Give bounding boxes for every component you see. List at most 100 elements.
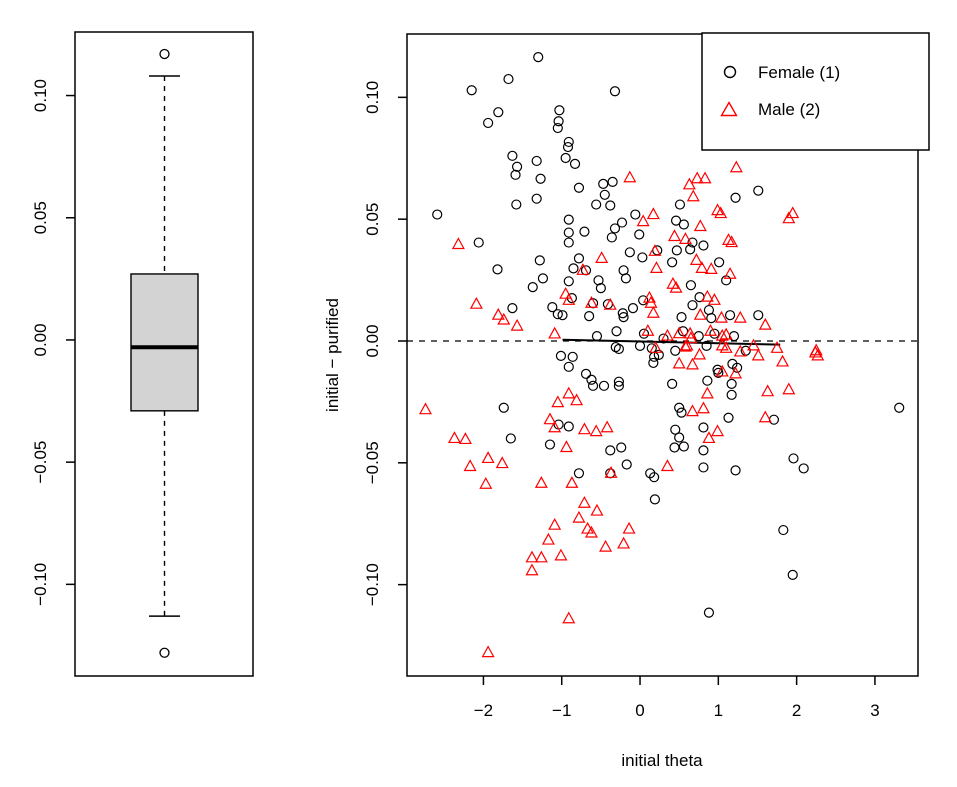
female-point (535, 173, 546, 184)
female-point (687, 300, 698, 311)
male-point (491, 307, 505, 320)
female-point (788, 453, 799, 464)
male-point (644, 295, 658, 308)
male-point (418, 402, 432, 415)
male-point (469, 296, 483, 309)
y-axis-title: initial − purified (323, 298, 342, 412)
male-point (646, 207, 660, 220)
male-point (776, 354, 790, 367)
male-point (495, 456, 509, 469)
y-tick-label: −0.05 (31, 441, 50, 484)
female-point (658, 333, 669, 344)
female-point (609, 223, 621, 234)
male-point (758, 317, 772, 330)
female-point (563, 136, 574, 148)
male-point (559, 440, 573, 453)
male-point (559, 286, 573, 299)
female-point (606, 232, 617, 243)
female-point (726, 378, 737, 389)
female-point (510, 169, 521, 180)
female-point (634, 340, 646, 351)
female-point (573, 468, 585, 479)
scatter-border (406, 33, 919, 677)
male-point (599, 539, 613, 552)
female-point (511, 199, 522, 210)
male-point (698, 171, 712, 184)
female-point (670, 345, 681, 356)
male-point (811, 348, 825, 361)
female-point (634, 229, 645, 240)
male-point (808, 345, 822, 358)
male-point (714, 206, 728, 219)
male-point (672, 326, 686, 339)
female-point (627, 302, 639, 314)
male-point (577, 422, 591, 435)
female-point (730, 465, 741, 476)
legend-label-male: Male (2) (758, 100, 820, 119)
x-axis-title: initial theta (621, 751, 703, 770)
male-point (700, 386, 714, 399)
female-point (721, 275, 732, 286)
male-point (782, 211, 796, 224)
female-point (637, 252, 648, 263)
male-point (667, 229, 681, 242)
female-point (703, 607, 715, 618)
outlier-point (159, 48, 170, 60)
female-point (630, 209, 641, 220)
female-point (557, 310, 568, 321)
female-point (706, 312, 717, 324)
female-point (507, 302, 518, 314)
female-point (473, 237, 484, 248)
male-point (714, 310, 728, 323)
female-point (534, 255, 545, 266)
female-point (586, 374, 597, 385)
male-point (589, 424, 603, 437)
male-point (729, 160, 743, 173)
female-point (607, 176, 618, 187)
male-point (534, 476, 548, 488)
male-point (617, 536, 631, 549)
male-point (525, 550, 539, 563)
female-point (573, 182, 585, 193)
female-point (674, 199, 686, 210)
female-point (507, 150, 518, 161)
female-point (610, 341, 621, 353)
female-point (753, 310, 764, 321)
outlier-point (159, 647, 170, 658)
male-point (704, 262, 718, 274)
female-point (709, 328, 720, 339)
female-point (613, 343, 624, 355)
legend-box (701, 32, 930, 151)
female-point (638, 328, 650, 339)
legend: Female (1) Male (2) (701, 32, 930, 151)
female-point (563, 237, 574, 248)
male-point (543, 412, 557, 425)
male-point (604, 466, 618, 478)
x-tick-label: −1 (552, 701, 571, 720)
male-point (770, 341, 784, 353)
female-point (730, 192, 741, 203)
female-point (595, 283, 606, 294)
female-point (611, 326, 622, 337)
female-point (714, 257, 725, 268)
female-point (698, 462, 709, 473)
female-point (587, 380, 599, 391)
female-point (584, 311, 595, 322)
female-point (624, 247, 635, 258)
male-point (682, 177, 696, 190)
male-point (642, 290, 656, 303)
female-point (563, 227, 574, 238)
male-point (684, 331, 698, 344)
male-point (685, 404, 700, 417)
female-point (555, 350, 567, 361)
female-point (569, 158, 581, 169)
male-point (702, 431, 716, 444)
legend-female-circle-icon (723, 65, 737, 79)
y-tick-label: −0.05 (363, 441, 382, 484)
male-point (548, 326, 562, 339)
female-point (616, 442, 627, 453)
female-point (685, 280, 697, 291)
male-point (693, 219, 707, 232)
female-point (787, 569, 798, 580)
female-point (671, 245, 682, 256)
